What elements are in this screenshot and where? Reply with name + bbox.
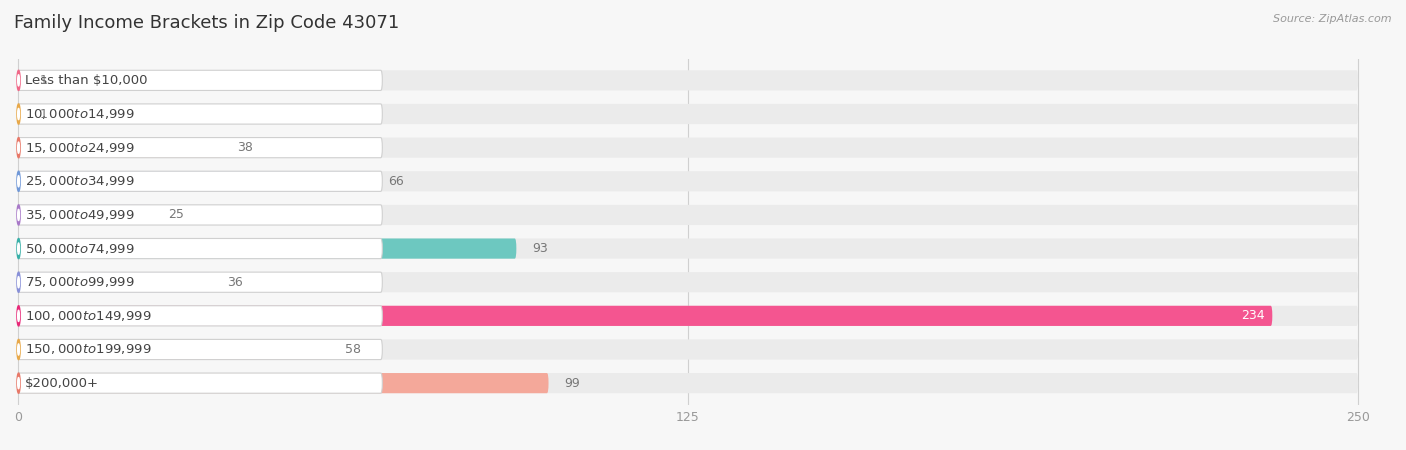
FancyBboxPatch shape	[18, 138, 222, 158]
FancyBboxPatch shape	[18, 306, 382, 326]
FancyBboxPatch shape	[18, 171, 371, 191]
Text: 234: 234	[1240, 309, 1264, 322]
FancyBboxPatch shape	[18, 238, 1358, 259]
FancyBboxPatch shape	[18, 373, 382, 393]
Text: Less than $10,000: Less than $10,000	[25, 74, 148, 87]
Circle shape	[18, 378, 20, 389]
FancyBboxPatch shape	[18, 138, 1358, 158]
Circle shape	[18, 176, 20, 187]
Circle shape	[17, 171, 20, 191]
FancyBboxPatch shape	[18, 70, 382, 90]
FancyBboxPatch shape	[18, 238, 516, 259]
Text: Family Income Brackets in Zip Code 43071: Family Income Brackets in Zip Code 43071	[14, 14, 399, 32]
Text: $75,000 to $99,999: $75,000 to $99,999	[25, 275, 135, 289]
FancyBboxPatch shape	[18, 306, 1272, 326]
FancyBboxPatch shape	[18, 272, 211, 292]
Text: 99: 99	[565, 377, 581, 390]
FancyBboxPatch shape	[18, 171, 382, 191]
Text: $50,000 to $74,999: $50,000 to $74,999	[25, 242, 135, 256]
Text: $10,000 to $14,999: $10,000 to $14,999	[25, 107, 135, 121]
Text: $15,000 to $24,999: $15,000 to $24,999	[25, 141, 135, 155]
Text: 58: 58	[344, 343, 361, 356]
FancyBboxPatch shape	[18, 205, 1358, 225]
Circle shape	[17, 339, 20, 360]
Circle shape	[18, 108, 20, 120]
Text: $25,000 to $34,999: $25,000 to $34,999	[25, 174, 135, 188]
FancyBboxPatch shape	[18, 272, 382, 292]
Circle shape	[18, 75, 20, 86]
FancyBboxPatch shape	[18, 171, 1358, 191]
Text: $200,000+: $200,000+	[25, 377, 98, 390]
Circle shape	[17, 373, 20, 393]
FancyBboxPatch shape	[18, 70, 25, 90]
Circle shape	[17, 205, 20, 225]
Circle shape	[17, 272, 20, 292]
Circle shape	[18, 344, 20, 355]
Text: 1: 1	[39, 108, 46, 121]
FancyBboxPatch shape	[18, 238, 382, 259]
Text: Source: ZipAtlas.com: Source: ZipAtlas.com	[1274, 14, 1392, 23]
Circle shape	[17, 70, 20, 90]
Circle shape	[18, 142, 20, 153]
FancyBboxPatch shape	[18, 104, 25, 124]
FancyBboxPatch shape	[18, 70, 1358, 90]
FancyBboxPatch shape	[18, 339, 382, 360]
Circle shape	[18, 209, 20, 220]
Text: 38: 38	[238, 141, 253, 154]
Text: 1: 1	[39, 74, 46, 87]
FancyBboxPatch shape	[18, 138, 382, 158]
FancyBboxPatch shape	[18, 104, 1358, 124]
FancyBboxPatch shape	[18, 205, 382, 225]
Circle shape	[18, 277, 20, 288]
Circle shape	[18, 243, 20, 254]
Text: 25: 25	[167, 208, 184, 221]
Circle shape	[17, 138, 20, 158]
FancyBboxPatch shape	[18, 373, 1358, 393]
Text: 93: 93	[533, 242, 548, 255]
FancyBboxPatch shape	[18, 104, 382, 124]
Circle shape	[17, 306, 20, 326]
FancyBboxPatch shape	[18, 272, 1358, 292]
Circle shape	[17, 238, 20, 259]
Text: $150,000 to $199,999: $150,000 to $199,999	[25, 342, 152, 356]
FancyBboxPatch shape	[18, 339, 1358, 360]
Circle shape	[17, 104, 20, 124]
Circle shape	[18, 310, 20, 321]
FancyBboxPatch shape	[18, 205, 152, 225]
Text: 66: 66	[388, 175, 404, 188]
FancyBboxPatch shape	[18, 306, 1358, 326]
Text: 36: 36	[226, 276, 243, 289]
FancyBboxPatch shape	[18, 373, 548, 393]
Text: $35,000 to $49,999: $35,000 to $49,999	[25, 208, 135, 222]
FancyBboxPatch shape	[18, 339, 329, 360]
Text: $100,000 to $149,999: $100,000 to $149,999	[25, 309, 152, 323]
